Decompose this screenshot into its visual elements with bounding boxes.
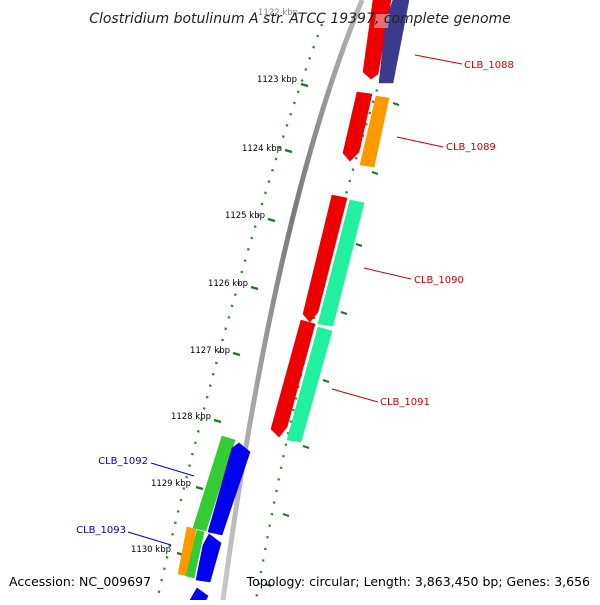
tick-label-1128: 1128 kbp: [171, 412, 211, 422]
tick-label-1123: 1123 kbp: [257, 75, 297, 85]
leader-clb1092: [150, 462, 195, 477]
leader-clb1089: [396, 136, 444, 148]
tick-mark-1125: [267, 217, 276, 223]
gene-label-clb1093[interactable]: CLB_1093: [76, 525, 126, 536]
tick-label-partial: 1122 kbp: [258, 8, 298, 18]
genome-backbone: [220, 0, 365, 601]
summary-text: Topology: circular; Length: 3,863,450 bp…: [246, 574, 590, 589]
feature-track: [177, 0, 410, 601]
feature-blue-clb1092[interactable]: [207, 442, 251, 536]
feature-mint-clb1090[interactable]: [317, 199, 365, 327]
gene-labels: CLB_1088 CLB_1089 CLB_1090 CLB_1091 CLB_…: [76, 60, 514, 536]
tick-label-1129: 1129 kbp: [151, 479, 191, 489]
tick-label-1126: 1126 kbp: [208, 279, 248, 289]
gene-label-clb1089[interactable]: CLB_1089: [446, 142, 496, 153]
tick-mark-1123: [300, 82, 309, 88]
feature-mint-clb1091[interactable]: [286, 326, 333, 443]
feature-red-clb1090[interactable]: [302, 194, 348, 323]
tick-label-1125: 1125 kbp: [225, 211, 265, 221]
gene-leaders: [127, 54, 463, 546]
gene-label-clb1092[interactable]: CLB_1092: [98, 456, 148, 467]
tick-label-1124: 1124 kbp: [242, 144, 282, 154]
feature-red-clb1089[interactable]: [342, 91, 373, 162]
gene-label-clb1091[interactable]: CLB_1091: [380, 397, 430, 408]
leader-clb1091: [331, 388, 379, 403]
tick-label-1130: 1130 kbp: [131, 545, 171, 555]
tick-labels: 1123 kbp 1124 kbp 1125 kbp 1126 kbp 1127…: [131, 75, 297, 555]
inner-major-ticks: [176, 82, 309, 557]
tick-mark-1124: [284, 148, 293, 154]
gene-label-clb1088[interactable]: CLB_1088: [464, 60, 514, 71]
inner-tick-ring: [155, 23, 324, 601]
feature-orange-clb1089[interactable]: [359, 95, 390, 168]
tick-mark-1127: [232, 351, 241, 357]
leader-clb1088: [414, 54, 463, 65]
tick-mark-1129: [195, 485, 204, 491]
feature-green-clb1092[interactable]: [192, 435, 236, 532]
feature-green-clb1093[interactable]: [185, 529, 205, 579]
tick-mark-1128: [213, 418, 222, 424]
map-title: Clostridium botulinum A str. ATCC 19397,…: [89, 11, 511, 27]
feature-blue-clb1093[interactable]: [195, 533, 222, 583]
leader-clb1090: [363, 267, 412, 280]
tick-mark-1126: [250, 285, 259, 291]
tick-label-1127: 1127 kbp: [190, 346, 230, 356]
gene-label-clb1090[interactable]: CLB_1090: [414, 275, 464, 286]
feature-red-clb1091[interactable]: [270, 319, 316, 438]
accession-text: Accession: NC_009697: [9, 574, 151, 589]
leader-clb1093: [127, 531, 172, 546]
feature-blue-clb1094[interactable]: [189, 587, 209, 601]
outer-major-ticks: [264, 101, 400, 588]
